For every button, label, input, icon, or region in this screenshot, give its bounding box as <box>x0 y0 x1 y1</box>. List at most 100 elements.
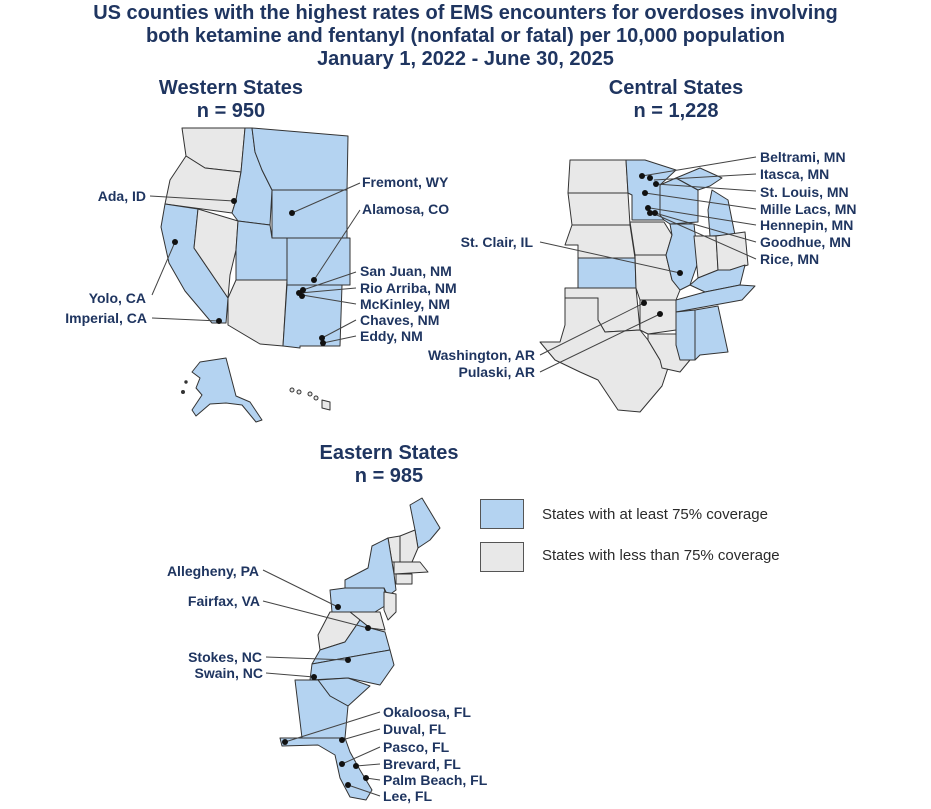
label-rio-arriba-nm: Rio Arriba, NM <box>360 280 457 296</box>
county-dot-fremont-wy <box>289 210 295 216</box>
county-dot-yolo-ca <box>172 239 178 245</box>
label-stokes-nc: Stokes, NC <box>188 649 262 665</box>
label-palm-beach-fl: Palm Beach, FL <box>383 772 488 788</box>
label-washington-ar: Washington, AR <box>428 347 535 363</box>
eastern-region-count: n = 985 <box>354 465 424 487</box>
state-michigan-upper <box>675 167 723 191</box>
leader-lines <box>149 156 757 797</box>
label-chaves-nm: Chaves, NM <box>360 312 439 328</box>
label-swain-nc: Swain, NC <box>195 665 263 681</box>
county-dot-lee-fl <box>345 782 351 788</box>
label-mille-lacs-mn: Mille Lacs, MN <box>760 201 856 217</box>
central-heading: Central States n = 1,228 <box>576 77 776 123</box>
state-mississippi <box>675 309 696 361</box>
title-line-1: US counties with the highest rates of EM… <box>93 2 838 24</box>
legend-swatch-covered <box>480 499 524 529</box>
county-dot-stokes-nc <box>345 657 351 663</box>
state-kansas <box>577 257 637 289</box>
title-line-3: January 1, 2022 - June 30, 2025 <box>317 48 614 70</box>
state-massachusetts <box>393 561 429 575</box>
county-dot-brevard-fl <box>353 763 359 769</box>
eastern-map <box>279 497 441 801</box>
county-dot-rice-mn <box>647 210 653 216</box>
central-region-name: Central States <box>608 77 744 99</box>
eastern-heading: Eastern States n = 985 <box>289 442 489 488</box>
chart-title: US counties with the highest rates of EM… <box>0 2 931 71</box>
western-region-name: Western States <box>158 77 304 99</box>
state-alabama <box>694 305 729 361</box>
label-pulaski-ar: Pulaski, AR <box>458 364 535 380</box>
state-florida <box>279 737 373 801</box>
state-colorado <box>286 237 351 286</box>
county-dot-imperial-ca <box>216 318 222 324</box>
label-st-clair-il: St. Clair, IL <box>461 234 534 250</box>
label-okaloosa-fl: Okaloosa, FL <box>383 704 471 720</box>
state-iowa <box>629 221 673 256</box>
state-new-jersey <box>383 591 397 621</box>
county-dot-eddy-nm <box>320 340 326 346</box>
state-wyoming <box>271 189 348 239</box>
label-st-louis-mn: St. Louis, MN <box>760 184 849 200</box>
county-dot-okaloosa-fl <box>282 739 288 745</box>
county-dot-itasca-mn <box>647 175 653 181</box>
county-dot-beltrami-mn <box>639 173 645 179</box>
label-yolo-ca: Yolo, CA <box>89 290 146 306</box>
label-allegheny-pa: Allegheny, PA <box>167 563 259 579</box>
state-new-york <box>344 537 397 597</box>
county-dot-ada-id <box>231 198 237 204</box>
western-map <box>160 127 351 423</box>
label-duval-fl: Duval, FL <box>383 721 446 737</box>
label-lee-fl: Lee, FL <box>383 788 432 804</box>
label-hennepin-mn: Hennepin, MN <box>760 217 853 233</box>
state-alaska <box>191 357 263 423</box>
state-new-hampshire <box>399 529 419 563</box>
county-dot-allegheny-pa <box>335 604 341 610</box>
legend-swatch-not-covered <box>480 542 524 572</box>
county-dot-palm-beach-fl <box>363 775 369 781</box>
county-dot-mille-lacs-mn <box>642 190 648 196</box>
state-texas <box>539 297 669 413</box>
label-beltrami-mn: Beltrami, MN <box>760 149 846 165</box>
label-eddy-nm: Eddy, NM <box>360 328 423 344</box>
state-connecticut <box>395 573 413 585</box>
label-rice-mn: Rice, MN <box>760 251 819 267</box>
state-south-dakota <box>567 192 631 226</box>
county-dot-st-louis-mn <box>653 181 659 187</box>
label-fairfax-va: Fairfax, VA <box>188 593 260 609</box>
county-dot-alamosa-co <box>311 277 317 283</box>
title-line-2: both ketamine and fentanyl (nonfatal or … <box>146 25 785 47</box>
county-dot-mckinley-nm <box>299 293 305 299</box>
western-heading: Western States n = 950 <box>131 77 331 123</box>
county-dot-st-clair-il <box>677 270 683 276</box>
western-region-count: n = 950 <box>196 100 266 122</box>
state-arizona <box>227 279 288 347</box>
county-dot-pasco-fl <box>339 761 345 767</box>
county-dot-pulaski-ar <box>657 311 663 317</box>
label-san-juan-nm: San Juan, NM <box>360 263 452 279</box>
eastern-region-name: Eastern States <box>319 442 459 464</box>
state-arkansas <box>639 299 677 335</box>
label-ada-id: Ada, ID <box>98 188 146 204</box>
county-dot-washington-ar <box>641 300 647 306</box>
county-dot-fairfax-va <box>365 625 371 631</box>
legend-label-covered: States with at least 75% coverage <box>542 506 768 523</box>
state-nebraska <box>564 224 636 259</box>
central-region-count: n = 1,228 <box>633 100 719 122</box>
state-hawaii <box>289 387 331 411</box>
central-map <box>539 159 756 413</box>
county-dot-chaves-nm <box>319 335 325 341</box>
label-goodhue-mn: Goodhue, MN <box>760 234 851 250</box>
county-dot-duval-fl <box>339 737 345 743</box>
county-dot-swain-nc <box>311 674 317 680</box>
state-new-mexico <box>282 284 343 349</box>
county-dot-goodhue-mn <box>652 210 658 216</box>
label-fremont-wy: Fremont, WY <box>362 174 449 190</box>
label-itasca-mn: Itasca, MN <box>760 166 829 182</box>
label-pasco-fl: Pasco, FL <box>383 739 450 755</box>
legend-label-not-covered: States with less than 75% coverage <box>542 547 780 564</box>
label-imperial-ca: Imperial, CA <box>65 310 147 326</box>
label-brevard-fl: Brevard, FL <box>383 756 461 772</box>
state-north-dakota <box>567 159 629 194</box>
state-ohio <box>715 231 749 271</box>
